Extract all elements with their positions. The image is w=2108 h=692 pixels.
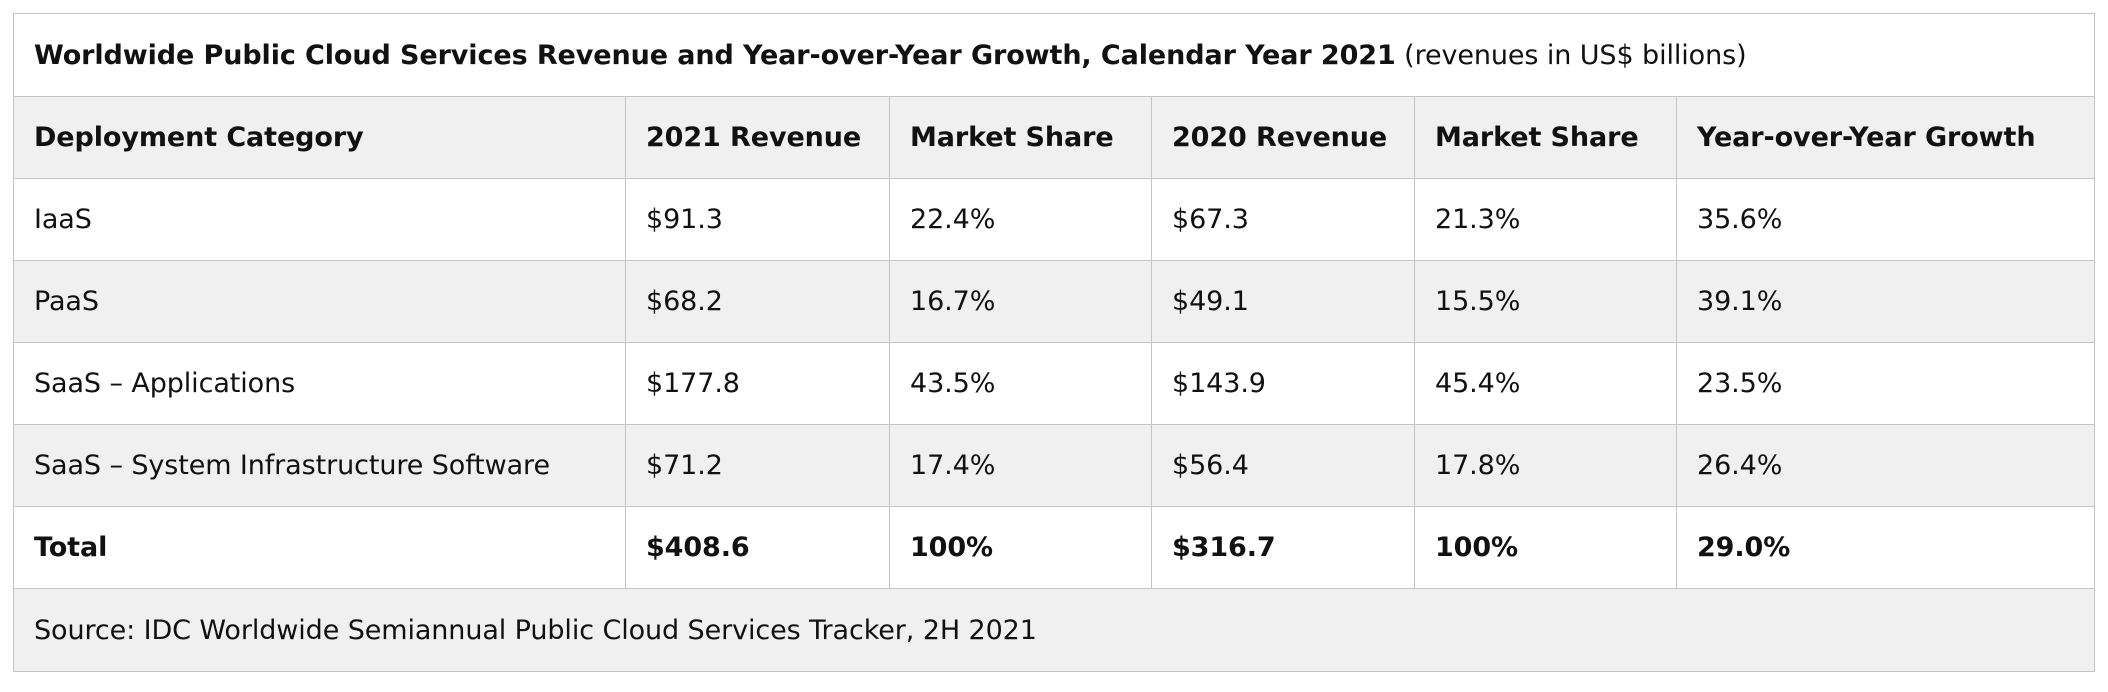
table-cell-2020-share: 15.5% xyxy=(1414,260,1677,343)
column-header-deployment-category: Deployment Category xyxy=(13,96,626,179)
table-cell-2021-revenue: $91.3 xyxy=(625,178,890,261)
table-cell-category: PaaS xyxy=(13,260,626,343)
table-caption-row: Worldwide Public Cloud Services Revenue … xyxy=(12,13,2096,97)
table-cell-category: SaaS – Applications xyxy=(13,342,626,425)
table-total-row: Total $408.6 100% $316.7 100% 29.0% xyxy=(13,506,2096,589)
table-row: SaaS – Applications $177.8 43.5% $143.9 … xyxy=(13,342,2096,425)
column-header-2021-revenue: 2021 Revenue xyxy=(625,96,890,179)
table-cell-2020-revenue: $56.4 xyxy=(1151,424,1415,507)
total-cell-label: Total xyxy=(13,506,626,589)
cloud-revenue-table-frame: Worldwide Public Cloud Services Revenue … xyxy=(12,13,2096,678)
table-caption: Worldwide Public Cloud Services Revenue … xyxy=(12,13,2096,97)
column-header-2020-market-share: Market Share xyxy=(1414,96,1677,179)
table-cell-yoy-growth: 35.6% xyxy=(1675,178,2096,261)
table-source-note: Source: IDC Worldwide Semiannual Public … xyxy=(12,588,2096,672)
table-cell-2021-revenue: $71.2 xyxy=(625,424,890,507)
cloud-revenue-table: Worldwide Public Cloud Services Revenue … xyxy=(12,13,2096,672)
table-row: IaaS $91.3 22.4% $67.3 21.3% 35.6% xyxy=(13,178,2096,261)
table-cell-2020-share: 45.4% xyxy=(1414,342,1677,425)
table-cell-2021-share: 43.5% xyxy=(889,342,1152,425)
table-cell-yoy-growth: 39.1% xyxy=(1675,260,2096,343)
total-cell-2021-revenue: $408.6 xyxy=(625,506,890,589)
table-cell-yoy-growth: 23.5% xyxy=(1675,342,2096,425)
table-title: Worldwide Public Cloud Services Revenue … xyxy=(34,39,1396,71)
table-cell-category: SaaS – System Infrastructure Software xyxy=(13,424,626,507)
table-row: PaaS $68.2 16.7% $49.1 15.5% 39.1% xyxy=(13,260,2096,343)
total-cell-yoy-growth: 29.0% xyxy=(1675,506,2096,589)
table-cell-2020-revenue: $143.9 xyxy=(1151,342,1415,425)
table-cell-2021-share: 16.7% xyxy=(889,260,1152,343)
table-cell-yoy-growth: 26.4% xyxy=(1675,424,2096,507)
table-cell-2021-share: 22.4% xyxy=(889,178,1152,261)
table-cell-2021-revenue: $68.2 xyxy=(625,260,890,343)
table-row: SaaS – System Infrastructure Software $7… xyxy=(13,424,2096,507)
table-header-row: Deployment Category 2021 Revenue Market … xyxy=(13,96,2096,179)
column-header-2020-revenue: 2020 Revenue xyxy=(1151,96,1415,179)
table-cell-2021-share: 17.4% xyxy=(889,424,1152,507)
total-cell-2021-share: 100% xyxy=(889,506,1152,589)
column-header-yoy-growth: Year-over-Year Growth xyxy=(1675,96,2096,179)
table-cell-category: IaaS xyxy=(13,178,626,261)
table-cell-2021-revenue: $177.8 xyxy=(625,342,890,425)
table-subtitle: (revenues in US$ billions) xyxy=(1404,39,1747,71)
table-cell-2020-share: 17.8% xyxy=(1414,424,1677,507)
table-cell-2020-share: 21.3% xyxy=(1414,178,1677,261)
column-header-2021-market-share: Market Share xyxy=(889,96,1152,179)
table-cell-2020-revenue: $67.3 xyxy=(1151,178,1415,261)
total-cell-2020-share: 100% xyxy=(1414,506,1677,589)
table-cell-2020-revenue: $49.1 xyxy=(1151,260,1415,343)
total-cell-2020-revenue: $316.7 xyxy=(1151,506,1415,589)
table-source-row: Source: IDC Worldwide Semiannual Public … xyxy=(12,588,2096,672)
